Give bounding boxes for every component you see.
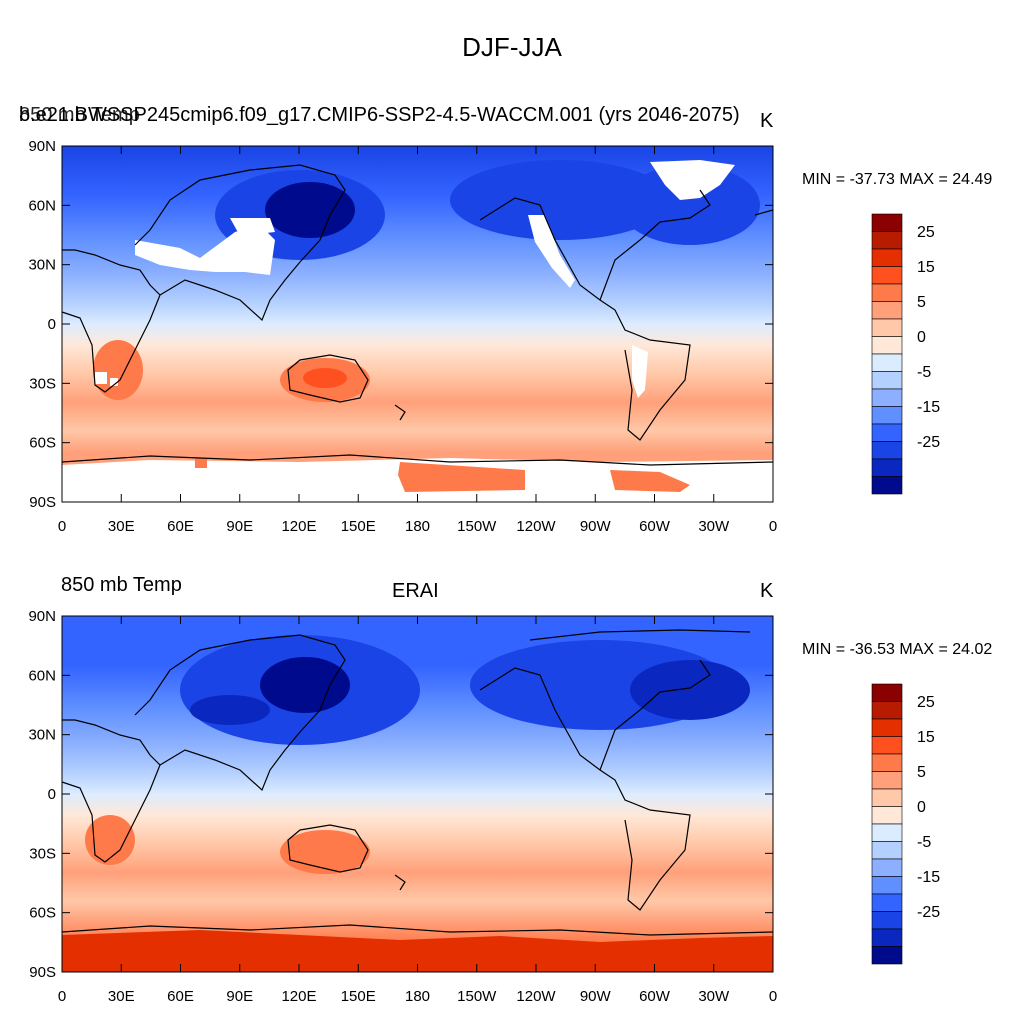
colorbar-segment [871,701,903,720]
colorbar-segment [871,806,903,825]
lat-tick-label: 30S [29,845,56,862]
lat-tick-label: 90S [29,964,56,981]
colorbar-segment [871,753,903,772]
colorbar-segment [871,736,903,755]
colorbar-segment [871,266,903,285]
colorbar-segment [871,301,903,320]
colorbar-segment [871,476,903,495]
colorbar-segment [871,683,903,702]
lat-tick-label: 60S [29,905,56,922]
colorbar-label: 15 [917,729,935,746]
lon-tick-label: 60W [639,518,671,535]
colorbar-segment [871,841,903,860]
lon-tick-label: 90W [580,988,612,1005]
lon-tick-label: 30W [698,518,730,535]
panel-1-map [61,145,774,503]
lat-tick-label: 30N [28,257,56,274]
lon-tick-label: 180 [405,518,430,535]
lon-tick-label: 150E [341,988,376,1005]
colorbar-label: 5 [917,764,926,781]
panel-1-left-title-a: b.e21.BWSSP245cmip6.f09_g17.CMIP6-SSP2-4… [19,104,740,126]
lon-tick-label: 150E [341,518,376,535]
colorbar-segment [871,213,903,232]
colorbar-label: -15 [917,869,940,886]
lat-tick-label: 90S [29,494,56,511]
lat-tick-label: 30S [29,375,56,392]
colorbar-segment [871,893,903,912]
lon-tick-label: 120W [516,988,556,1005]
panel-1-min-max: MIN = -37.73 MAX = 24.49 [802,171,993,188]
colorbar-segment [871,718,903,737]
colorbar-label: -5 [917,834,931,851]
colorbar-segment [871,388,903,407]
lat-tick-label: 60N [28,667,56,684]
lon-tick-label: 0 [58,988,66,1005]
lon-tick-label: 0 [58,518,66,535]
colorbar-label: 5 [917,294,926,311]
colorbar-segment [871,406,903,425]
colorbar-label: -5 [917,364,931,381]
colorbar-segment [871,231,903,250]
colorbar-segment [871,371,903,390]
colorbar-segment [871,823,903,842]
colorbar-segment [871,283,903,302]
lon-tick-label: 0 [769,518,777,535]
colorbar-segment [871,458,903,477]
lon-tick-label: 60E [167,988,194,1005]
lat-tick-label: 60N [28,197,56,214]
colorbar-label: 0 [917,329,926,346]
colorbar-segment [871,441,903,460]
lat-tick-label: 0 [48,786,56,803]
colorbar-segment [871,928,903,947]
lon-tick-label: 180 [405,988,430,1005]
lon-tick-label: 60W [639,988,671,1005]
panel-1-units: K [760,110,774,132]
colorbar-segment [871,336,903,355]
lon-tick-label: 60E [167,518,194,535]
lon-tick-label: 90E [226,518,253,535]
colorbar-label: 15 [917,259,935,276]
colorbar-label: 0 [917,799,926,816]
lat-tick-label: 30N [28,727,56,744]
lat-tick-label: 0 [48,316,56,333]
lon-tick-label: 120W [516,518,556,535]
colorbar-label: -15 [917,399,940,416]
lon-tick-label: 90E [226,988,253,1005]
colorbar-segment [871,946,903,965]
colorbar-segment [871,353,903,372]
panel-2-units: K [760,580,774,602]
lon-tick-label: 30E [108,518,135,535]
panel-2-center-title: ERAI [392,580,439,602]
colorbar-segment [871,876,903,895]
colorbar-label: -25 [917,434,940,451]
colorbar-segment [871,248,903,267]
lat-tick-label: 60S [29,435,56,452]
lon-tick-label: 150W [457,518,497,535]
panel-1-left-title-b: 850 mb Temp [19,104,140,126]
lat-tick-label: 90N [28,138,56,155]
colorbar-segment [871,911,903,930]
lon-tick-label: 120E [281,518,316,535]
lon-tick-label: 150W [457,988,497,1005]
lon-tick-label: 120E [281,988,316,1005]
panel-2-min-max: MIN = -36.53 MAX = 24.02 [802,641,993,658]
colorbar-label: 25 [917,224,935,241]
lon-tick-label: 0 [769,988,777,1005]
panel-2-map [61,615,774,973]
colorbar-segment [871,771,903,790]
lon-tick-label: 30W [698,988,730,1005]
colorbar-segment [871,858,903,877]
lon-tick-label: 30E [108,988,135,1005]
colorbar-label: 25 [917,694,935,711]
colorbar-segment [871,788,903,807]
lat-tick-label: 90N [28,608,56,625]
colorbar-segment [871,423,903,442]
colorbar-label: -25 [917,904,940,921]
panel-2-left-title: 850 mb Temp [61,574,182,596]
colorbar-segment [871,318,903,337]
lon-tick-label: 90W [580,518,612,535]
figure-title: DJF-JJA [462,32,562,62]
